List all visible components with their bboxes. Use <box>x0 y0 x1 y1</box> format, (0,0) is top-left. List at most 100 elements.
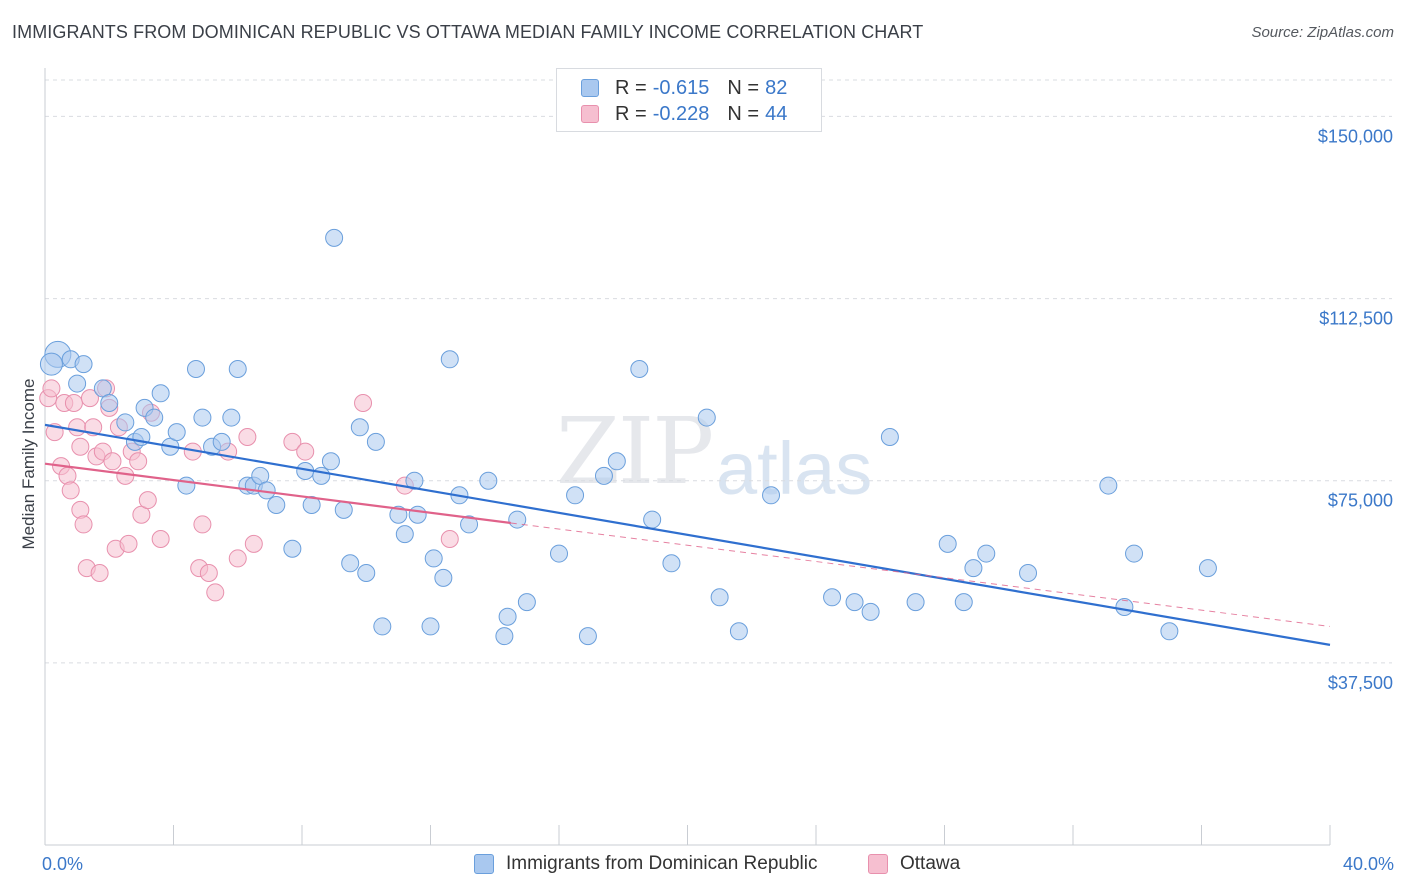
dominican-point <box>710 588 729 607</box>
dominican-point <box>517 593 536 612</box>
dominican-point <box>440 350 459 369</box>
dominican-point <box>267 496 286 514</box>
dominican-point <box>212 432 231 451</box>
bottom-legend-swatch-blue <box>474 854 494 874</box>
dominican-point <box>729 622 748 641</box>
dominican-point <box>578 627 597 646</box>
tick-labels: $37,500 $75,000 $112,500 $150,000 0.0% 40.0% <box>42 126 1394 874</box>
dominican-point <box>954 593 973 612</box>
legend-n-value: 44 <box>765 102 788 125</box>
ottawa-point <box>206 583 225 602</box>
dominican-point <box>222 408 241 427</box>
dominican-point <box>498 607 517 626</box>
legend-r-label: R = <box>615 102 647 125</box>
ottawa-point <box>129 452 148 471</box>
ottawa-point <box>103 452 122 471</box>
ottawa-point <box>228 549 247 568</box>
trend-lines <box>44 423 1331 646</box>
dominican-point <box>145 408 164 427</box>
ottawa-point <box>283 432 302 451</box>
dominican-point <box>167 423 186 442</box>
legend-r-value: -0.228 <box>652 102 710 125</box>
legend-r-label: R = <box>615 76 647 99</box>
dominican-point <box>421 617 440 636</box>
ottawa-point <box>119 534 138 553</box>
dominican-point <box>1198 559 1217 578</box>
dominican-point <box>325 228 344 247</box>
dominican-point <box>508 510 527 529</box>
y-tick-label: $37,500 <box>1328 673 1393 693</box>
y-axis-label: Median Family Income <box>19 378 38 549</box>
dominican-point <box>460 515 479 534</box>
ottawa-point <box>58 466 77 485</box>
dominican-point <box>424 549 443 568</box>
dominican-point <box>861 602 880 621</box>
dominican-point <box>321 452 340 471</box>
dominican-point <box>116 413 135 432</box>
dominican-point <box>366 432 385 451</box>
x-tick-label: 0.0% <box>42 854 83 874</box>
chart-title: IMMIGRANTS FROM DOMINICAN REPUBLIC VS OT… <box>12 22 924 42</box>
y-tick-label: $112,500 <box>1319 309 1393 329</box>
watermark-zip: ZIP <box>556 398 714 505</box>
dominican-point <box>186 360 205 378</box>
legend-row-dominican: R = -0.615 N = 82 <box>581 77 787 99</box>
ottawa-point <box>71 437 90 456</box>
dominican-point <box>964 559 983 578</box>
dominican-point <box>880 428 899 446</box>
bottom-legend-swatch-pink <box>868 854 888 874</box>
legend-n-label: N = <box>727 76 760 99</box>
y-tick-label: $150,000 <box>1318 126 1393 146</box>
dominican-point <box>823 588 842 607</box>
grid-lines <box>45 79 1392 664</box>
dominican-point <box>977 544 996 563</box>
y-tick-label: $75,000 <box>1328 491 1393 511</box>
ottawa-point <box>42 379 61 398</box>
dominican-point <box>1099 476 1118 495</box>
dominican-point <box>906 593 925 612</box>
dominican-point <box>283 539 302 558</box>
dominican-point <box>434 568 453 587</box>
legend-swatch-blue <box>581 79 599 97</box>
ottawa-point <box>138 491 157 510</box>
ottawa-point <box>193 515 212 534</box>
ottawa-point <box>90 564 109 582</box>
legend-swatch-pink <box>581 105 599 123</box>
dominican-point <box>389 505 408 524</box>
dominican-point <box>845 593 864 612</box>
ottawa-point <box>64 394 83 412</box>
x-tick-label: 40.0% <box>1343 854 1394 874</box>
dominican-point <box>357 564 376 582</box>
dominican-point <box>479 471 498 490</box>
dominican-point <box>334 500 353 519</box>
ottawa-trend-line-extension <box>510 522 1331 627</box>
dominican-point <box>1115 598 1134 616</box>
bottom-legend-dominican: Immigrants from Dominican Republic <box>474 852 818 876</box>
bottom-legend-ottawa: Ottawa <box>868 852 960 876</box>
dominican-point <box>193 408 212 427</box>
ottawa-point <box>61 481 80 500</box>
dominican-point <box>495 627 514 646</box>
dominican-point <box>550 544 568 563</box>
legend-n-value: 82 <box>765 76 788 99</box>
correlation-legend: R = -0.615 N = 82 R = -0.228 N = 44 <box>556 68 822 132</box>
dominican-points <box>39 228 1217 646</box>
dominican-point <box>1019 564 1038 582</box>
dominican-point <box>1160 622 1179 641</box>
dominican-point <box>228 360 247 378</box>
ottawa-point <box>74 515 93 534</box>
dominican-point <box>762 486 781 505</box>
dominican-point <box>302 496 321 514</box>
axes <box>44 68 1331 846</box>
ottawa-point <box>238 428 257 446</box>
dominican-trend-line <box>44 423 1331 646</box>
dominican-point <box>697 408 716 427</box>
legend-r-value: -0.615 <box>652 76 710 99</box>
ottawa-point <box>244 534 263 553</box>
dominican-point <box>395 525 414 544</box>
ottawa-point <box>440 530 459 548</box>
dominican-point <box>177 476 196 495</box>
dominican-point <box>662 554 681 573</box>
ottawa-point <box>151 530 170 548</box>
